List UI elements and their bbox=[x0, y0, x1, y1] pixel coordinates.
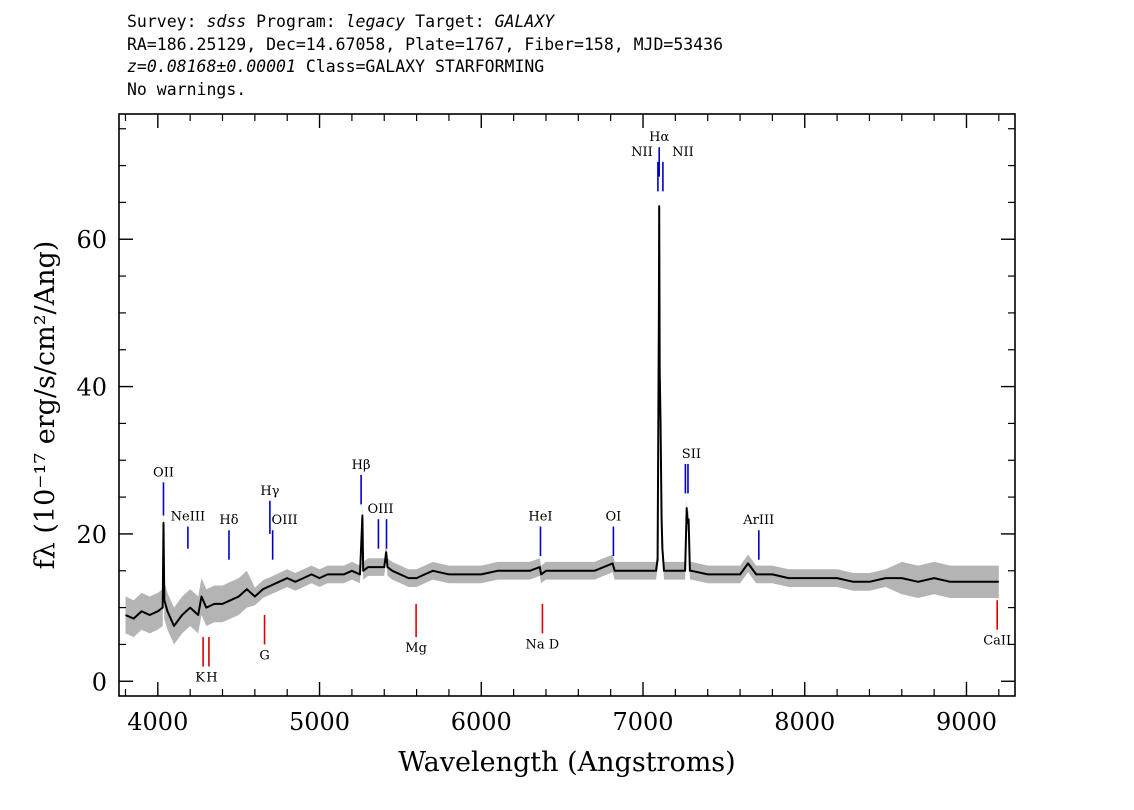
emission-line-label-12: NII bbox=[672, 145, 694, 160]
spectrum-line bbox=[125, 205, 999, 627]
emission-line-label-1: NeIII bbox=[171, 510, 205, 525]
error-envelope bbox=[125, 197, 999, 645]
x-tick-label: 9000 bbox=[936, 708, 997, 736]
plot-frame bbox=[118, 113, 1016, 697]
warnings-line: No warnings. bbox=[127, 79, 247, 99]
emission-line-label-10: NII bbox=[631, 145, 653, 160]
absorption-line-label-0: K bbox=[195, 671, 205, 686]
x-tick-label: 8000 bbox=[774, 708, 835, 736]
coordinates-line: RA=186.25129, Dec=14.67058, Plate=1767, … bbox=[127, 34, 724, 54]
emission-line-label-13: SII bbox=[682, 447, 701, 462]
survey-label: Survey: bbox=[127, 12, 197, 31]
y-tick-label: 20 bbox=[76, 521, 107, 549]
emission-line-label-2: Hδ bbox=[219, 513, 238, 528]
emission-line-label-15: ArIII bbox=[742, 513, 774, 528]
emission-line-label-0: OII bbox=[153, 465, 174, 480]
redshift-value: z=0.08168±0.00001 bbox=[127, 57, 296, 76]
spectrum-header: Survey: sdss Program: legacy Target: GAL… bbox=[127, 11, 723, 101]
absorption-line-label-2: G bbox=[259, 648, 269, 663]
spectrum-series bbox=[125, 205, 999, 627]
x-tick-label: 5000 bbox=[289, 708, 350, 736]
error-band bbox=[125, 197, 999, 645]
x-axis-label: Wavelength (Angstroms) bbox=[398, 747, 735, 778]
emission-line-label-4: OIII bbox=[272, 513, 298, 528]
y-tick-label: 0 bbox=[92, 668, 107, 696]
x-tick-label: 6000 bbox=[451, 708, 512, 736]
program-value: legacy bbox=[345, 12, 406, 31]
emission-line-label-9: OI bbox=[606, 510, 622, 525]
absorption-line-label-3: Mg bbox=[405, 641, 427, 656]
y-tick-label: 60 bbox=[76, 226, 107, 254]
x-tick-label: 7000 bbox=[612, 708, 673, 736]
target-value: GALAXY bbox=[494, 12, 555, 31]
y-axis-label: fλ (10⁻¹⁷ erg/s/cm²/Ang) bbox=[30, 241, 61, 570]
axis-ticks: 4000 5000 6000 7000 8000 9000 0 20 40 60 bbox=[76, 114, 1015, 736]
program-label: Program: bbox=[256, 12, 336, 31]
absorption-line-label-4: Na D bbox=[526, 637, 560, 652]
target-label: Target: bbox=[415, 12, 485, 31]
absorption-line-label-5: CaII bbox=[983, 634, 1011, 649]
emission-line-label-7: OIII bbox=[367, 502, 393, 517]
y-tick-label: 40 bbox=[76, 374, 107, 402]
class-value: Class=GALAXY STARFORMING bbox=[305, 57, 545, 76]
survey-value: sdss bbox=[206, 12, 247, 31]
emission-line-label-11: Hα bbox=[649, 130, 669, 145]
emission-line-label-8: HeI bbox=[528, 510, 552, 525]
absorption-line-label-1: H bbox=[206, 671, 217, 686]
emission-line-label-5: Hβ bbox=[352, 458, 371, 473]
emission-line-label-3: Hγ bbox=[260, 484, 279, 499]
x-tick-label: 4000 bbox=[127, 708, 188, 736]
